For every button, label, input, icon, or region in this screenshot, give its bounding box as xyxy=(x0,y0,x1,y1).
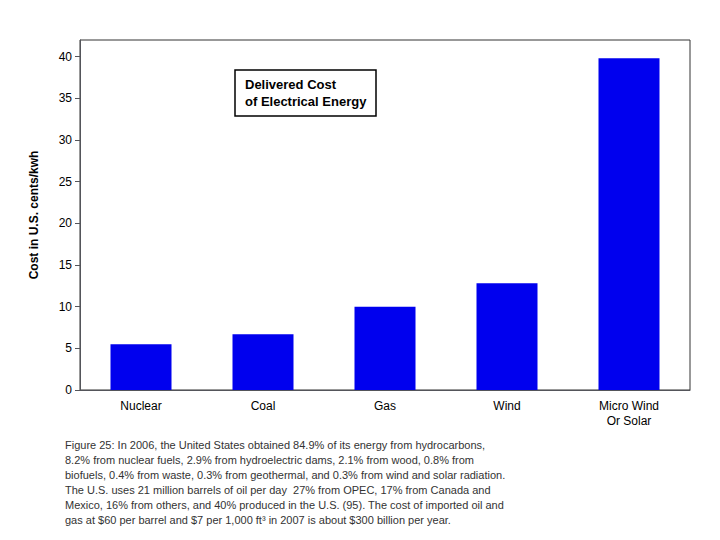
svg-text:40: 40 xyxy=(59,50,73,64)
svg-text:Wind: Wind xyxy=(493,399,520,413)
svg-text:35: 35 xyxy=(59,91,73,105)
svg-text:gas at $60 per barrel and $7 p: gas at $60 per barrel and $7 per 1,000 f… xyxy=(65,514,451,526)
svg-text:5: 5 xyxy=(65,341,72,355)
svg-text:Figure 25: In 2006, the United: Figure 25: In 2006, the United States ob… xyxy=(65,439,485,451)
svg-text:15: 15 xyxy=(59,258,73,272)
svg-text:Coal: Coal xyxy=(251,399,276,413)
svg-text:Nuclear: Nuclear xyxy=(120,399,161,413)
svg-text:Delivered Cost: Delivered Cost xyxy=(245,77,337,92)
svg-text:Or Solar: Or Solar xyxy=(607,414,652,428)
svg-text:20: 20 xyxy=(59,216,73,230)
svg-text:Micro Wind: Micro Wind xyxy=(599,399,659,413)
svg-text:of Electrical Energy: of Electrical Energy xyxy=(245,94,367,109)
svg-text:8.2% from nuclear fuels, 2.9%: 8.2% from nuclear fuels, 2.9% from hydro… xyxy=(65,454,474,466)
svg-text:The U.S. uses 21 million barre: The U.S. uses 21 million barrels of oil … xyxy=(65,484,491,496)
svg-text:Cost in U.S. cents/kwh: Cost in U.S. cents/kwh xyxy=(27,151,41,280)
svg-text:10: 10 xyxy=(59,300,73,314)
svg-text:Mexico, 16% from others, and 4: Mexico, 16% from others, and 40% produce… xyxy=(65,499,504,511)
svg-text:biofuels, 0.4% from waste, 0.3: biofuels, 0.4% from waste, 0.3% from geo… xyxy=(65,469,505,481)
svg-text:Gas: Gas xyxy=(374,399,396,413)
svg-text:30: 30 xyxy=(59,133,73,147)
svg-text:0: 0 xyxy=(65,383,72,397)
svg-text:25: 25 xyxy=(59,175,73,189)
